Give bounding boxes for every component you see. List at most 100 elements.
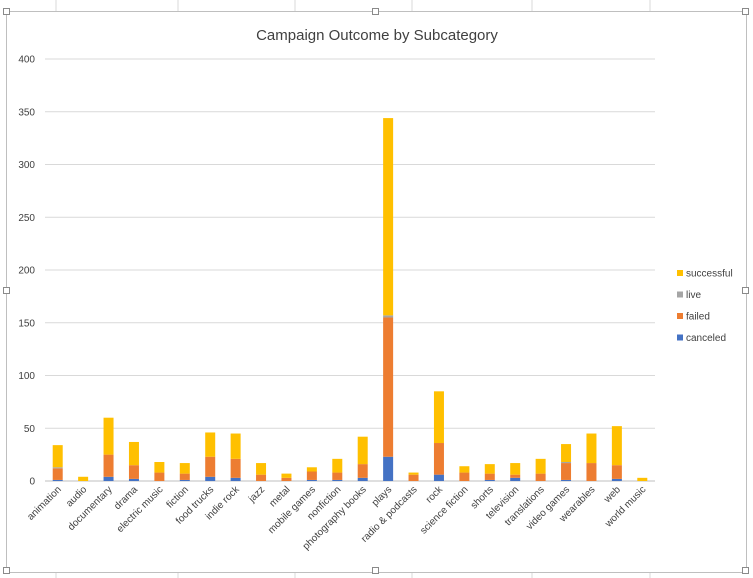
- bar-canceled: [179, 479, 190, 481]
- y-tick-label: 200: [18, 266, 35, 277]
- bar-failed: [256, 474, 267, 481]
- bar-canceled: [332, 479, 343, 481]
- bar-successful: [433, 391, 444, 444]
- y-tick-label: 400: [18, 55, 35, 66]
- bar-failed: [332, 472, 343, 480]
- bars: [52, 118, 648, 481]
- bar-successful: [230, 433, 241, 459]
- bar-failed: [357, 464, 368, 478]
- bar-failed: [535, 473, 546, 481]
- x-tick-label: animation: [25, 484, 63, 522]
- y-tick-label: 150: [18, 318, 35, 329]
- bar-successful: [179, 463, 190, 474]
- bar-successful: [256, 463, 267, 475]
- resize-handle-top[interactable]: [372, 8, 379, 15]
- bar-successful: [611, 426, 622, 466]
- bar-canceled: [561, 479, 572, 481]
- bar-canceled: [510, 477, 521, 481]
- bar-live: [52, 467, 63, 469]
- bar-canceled: [433, 474, 444, 481]
- resize-handle-bottom[interactable]: [372, 567, 379, 574]
- bar-failed: [510, 474, 521, 478]
- bar-successful: [510, 463, 521, 475]
- bar-successful: [332, 458, 343, 473]
- y-tick-label: 100: [18, 371, 35, 382]
- y-axis-ticks: 0 50 100 150 200 250 300 350 400: [18, 55, 35, 488]
- bar-successful: [637, 477, 648, 481]
- bar-successful: [281, 473, 292, 478]
- legend-label-successful: successful: [686, 269, 733, 280]
- bar-canceled: [230, 477, 241, 481]
- bar-failed: [611, 465, 622, 479]
- bar-failed: [154, 472, 165, 481]
- bar-live: [561, 462, 572, 464]
- y-tick-label: 350: [18, 107, 35, 118]
- bar-canceled: [383, 456, 394, 481]
- legend-label-canceled: canceled: [686, 333, 726, 344]
- bar-successful: [357, 436, 368, 465]
- bar-failed: [484, 473, 495, 480]
- resize-handle-top-left[interactable]: [3, 8, 10, 15]
- bar-successful: [103, 417, 114, 455]
- y-tick-label: 0: [29, 477, 35, 488]
- bar-failed: [230, 458, 241, 478]
- legend-label-failed: failed: [686, 312, 710, 323]
- bar-failed: [128, 465, 139, 479]
- bar-failed: [52, 468, 63, 480]
- bar-failed: [205, 456, 216, 477]
- bar-successful: [128, 441, 139, 466]
- bar-successful: [306, 467, 317, 472]
- x-tick-label: web: [602, 484, 624, 506]
- bar-canceled: [52, 479, 63, 481]
- y-tick-label: 50: [24, 424, 36, 435]
- bar-successful: [78, 476, 89, 481]
- bar-live: [383, 315, 394, 318]
- stacked-bar-chart: Campaign Outcome by Subcategory 0 50 100 15…: [18, 27, 733, 553]
- bar-canceled: [128, 478, 139, 481]
- legend[interactable]: successful live failed canceled: [677, 269, 733, 345]
- resize-handle-bottom-left[interactable]: [3, 567, 10, 574]
- bar-canceled: [103, 476, 114, 481]
- bar-canceled: [306, 479, 317, 481]
- bar-successful: [459, 466, 470, 473]
- bar-successful: [154, 462, 165, 473]
- bar-successful: [561, 444, 572, 463]
- y-tick-label: 300: [18, 160, 35, 171]
- bar-successful: [205, 432, 216, 457]
- x-tick-label: jazz: [246, 484, 267, 505]
- y-tick-label: 250: [18, 213, 35, 224]
- bar-successful: [535, 458, 546, 474]
- legend-label-live: live: [686, 290, 701, 301]
- resize-handle-left[interactable]: [3, 287, 10, 294]
- resize-handle-bottom-right[interactable]: [742, 567, 749, 574]
- legend-swatch-successful: [677, 270, 683, 276]
- bar-failed: [408, 474, 419, 481]
- bar-failed: [383, 317, 394, 457]
- resize-handle-right[interactable]: [742, 287, 749, 294]
- bar-successful: [484, 464, 495, 474]
- x-tick-label: rock: [424, 484, 446, 506]
- legend-swatch-canceled: [677, 334, 683, 341]
- bar-failed: [103, 454, 114, 477]
- chart-area[interactable]: Campaign Outcome by Subcategory 0 50 100 15…: [6, 11, 747, 573]
- bar-failed: [281, 477, 292, 481]
- bar-canceled: [205, 476, 216, 481]
- bar-failed: [586, 463, 597, 481]
- bar-failed: [179, 473, 190, 480]
- bar-successful: [383, 118, 394, 316]
- bar-failed: [459, 472, 470, 481]
- legend-swatch-failed: [677, 313, 683, 319]
- bar-successful: [586, 433, 597, 464]
- legend-swatch-live: [677, 291, 683, 298]
- bar-successful: [52, 445, 63, 468]
- bar-canceled: [484, 479, 495, 481]
- resize-handle-top-right[interactable]: [742, 8, 749, 15]
- chart-title: Campaign Outcome by Subcategory: [256, 27, 498, 44]
- gridlines: [45, 58, 655, 482]
- bar-failed: [561, 463, 572, 480]
- bar-canceled: [357, 477, 368, 481]
- bar-canceled: [611, 478, 622, 481]
- bar-successful: [408, 472, 419, 475]
- bar-failed: [433, 443, 444, 475]
